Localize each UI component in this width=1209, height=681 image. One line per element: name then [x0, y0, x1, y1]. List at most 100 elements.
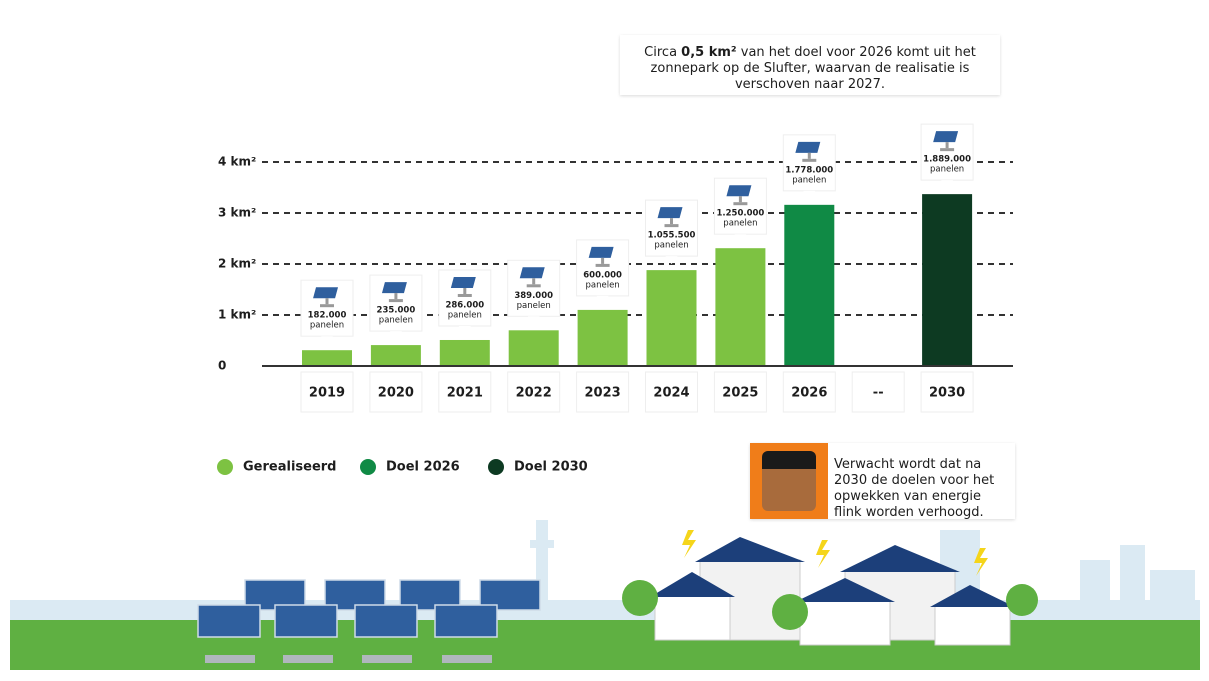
annotation-bottom: Verwacht wordt dat na 2030 de doelen voo… — [750, 443, 1015, 520]
panel-icon-board — [381, 282, 407, 294]
category-box — [920, 371, 974, 413]
callout-pointer — [389, 331, 402, 340]
x-tick-label: 2022 — [516, 386, 552, 401]
legend-swatch — [488, 459, 504, 475]
x-tick-label: 2025 — [722, 386, 758, 401]
callout-pointer — [665, 256, 678, 265]
bar — [715, 248, 766, 366]
panel-icon-base — [388, 299, 403, 303]
panel-icon-base — [457, 293, 472, 297]
panel-icon-base — [664, 224, 679, 228]
grass — [10, 620, 1200, 670]
category-box — [300, 371, 354, 413]
category-box — [645, 371, 698, 413]
panel-icon-pole — [807, 152, 811, 159]
callout-pointer — [941, 180, 954, 189]
panel-icon-base — [940, 148, 955, 152]
panel-icon-board — [313, 287, 339, 299]
panel-unit: panelen — [448, 310, 482, 320]
y-tick-label: 2 km² — [218, 257, 256, 271]
panel-count: 389.000 — [514, 291, 553, 301]
category-box — [851, 371, 905, 413]
y-tick-label: 1 km² — [218, 308, 256, 322]
panel-count: 600.000 — [583, 270, 622, 280]
panel-icon — [657, 207, 683, 228]
legend-swatch — [360, 459, 376, 475]
panel-icon-base — [733, 202, 748, 206]
panel-count: 1.889.000 — [923, 155, 971, 165]
annotation-text: Circa — [644, 45, 682, 60]
panel-unit: panelen — [585, 280, 619, 290]
legend-swatch — [217, 459, 233, 475]
annotation-top: Circa 0,5 km² van het doel voor 2026 kom… — [620, 35, 1000, 95]
panel-icon — [519, 267, 545, 288]
x-tick-label: 2021 — [447, 386, 483, 401]
panel-icon — [933, 131, 959, 152]
panel-count: 1.250.000 — [716, 209, 764, 219]
panel-unit: panelen — [310, 321, 344, 331]
bar — [577, 309, 628, 366]
panel-icon-board — [588, 246, 614, 258]
annotation-text: van het doel voor 2026 komt uit het zonn… — [650, 45, 976, 92]
bar — [508, 330, 559, 366]
panel-icon-pole — [945, 142, 949, 149]
category-box — [576, 371, 630, 413]
bar — [302, 350, 352, 366]
panel-icon — [795, 141, 821, 162]
panel-icon-base — [802, 158, 817, 162]
panel-count: 182.000 — [308, 311, 347, 321]
x-tick-label: 2026 — [791, 386, 827, 401]
panel-unit: panelen — [654, 241, 688, 251]
panel-icon-board — [726, 185, 752, 197]
panel-icon-base — [320, 304, 334, 308]
annotation-bold: 0,5 km² — [681, 45, 737, 60]
panel-icon-pole — [463, 287, 467, 294]
legend-label: Gerealiseerd — [243, 460, 337, 475]
panel-icon — [726, 185, 752, 206]
callout-pointer — [321, 336, 333, 345]
panel-unit: panelen — [723, 219, 757, 229]
panel-icon-pole — [325, 298, 329, 305]
panel-icon-base — [595, 263, 610, 267]
callout-pointer — [527, 316, 540, 325]
panel-icon-pole — [738, 196, 742, 203]
panel-unit: panelen — [792, 175, 826, 185]
panel-icon-board — [450, 276, 476, 288]
panel-count: 1.778.000 — [785, 165, 833, 175]
panel-icon-pole — [670, 218, 673, 225]
annotation-text: Verwacht wordt dat na 2030 de doelen voo… — [834, 457, 995, 520]
solar-field — [197, 579, 541, 663]
callout-pointer — [458, 325, 471, 334]
legend-label: Doel 2026 — [386, 460, 460, 475]
panel-unit: panelen — [930, 165, 964, 175]
category-box — [782, 371, 836, 413]
callout-pointer — [734, 234, 747, 243]
panel-count: 286.000 — [445, 300, 484, 310]
panel-icon-pole — [394, 293, 398, 300]
panel-icon-pole — [601, 257, 605, 264]
x-tick-label: -- — [873, 386, 884, 401]
bar — [784, 204, 835, 366]
panel-unit: panelen — [517, 301, 551, 311]
y-tick-label: 0 — [218, 359, 226, 373]
panel-icon-pole — [532, 278, 536, 285]
panel-icon-base — [526, 284, 541, 288]
panel-icon-board — [795, 141, 821, 153]
panel-unit: panelen — [379, 316, 413, 326]
panel-icon — [588, 246, 614, 267]
bar — [922, 194, 973, 366]
legend-label: Doel 2030 — [514, 460, 588, 475]
panel-icon-board — [519, 267, 545, 279]
panel-icon — [381, 282, 407, 303]
panel-count: 235.000 — [377, 306, 416, 316]
category-box — [438, 371, 492, 413]
x-tick-label: 2020 — [378, 386, 414, 401]
category-box — [369, 371, 423, 413]
bar — [439, 339, 490, 366]
x-tick-label: 2030 — [929, 386, 965, 401]
category-box — [713, 371, 767, 413]
x-tick-label: 2023 — [585, 386, 621, 401]
category-box — [507, 371, 561, 413]
